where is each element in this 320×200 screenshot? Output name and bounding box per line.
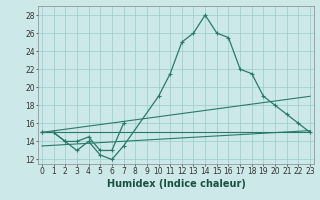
- X-axis label: Humidex (Indice chaleur): Humidex (Indice chaleur): [107, 179, 245, 189]
